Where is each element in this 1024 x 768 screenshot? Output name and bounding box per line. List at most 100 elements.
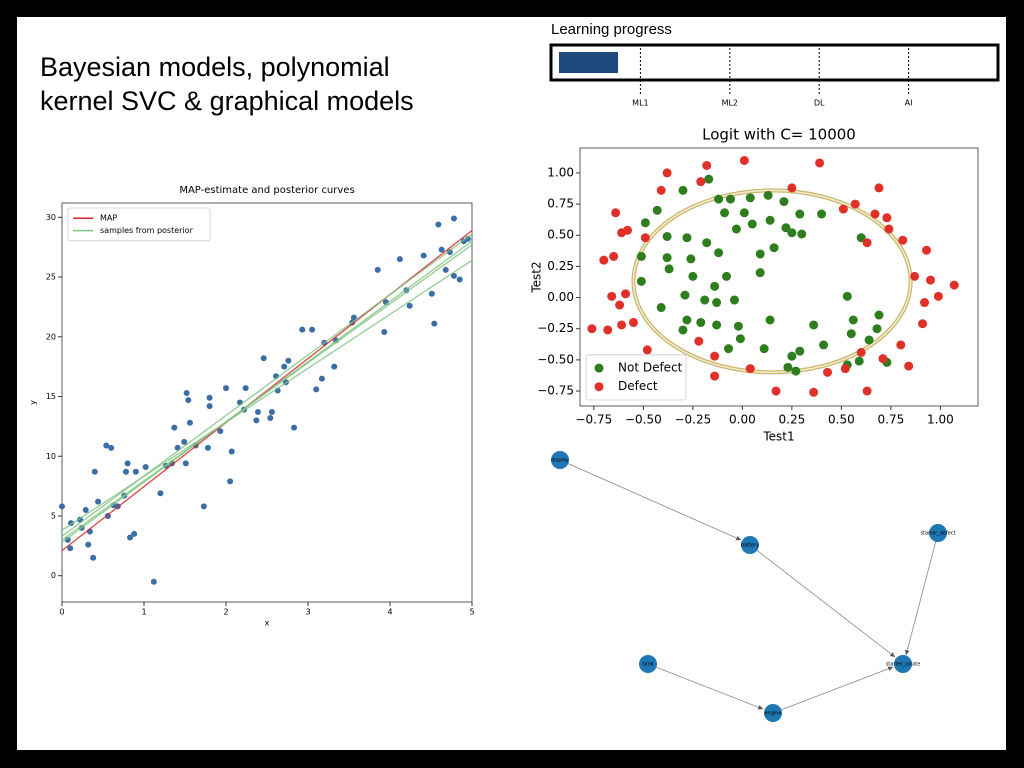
legend-label: MAP	[100, 214, 117, 223]
x-tick-label: −0.25	[674, 413, 711, 427]
y-tick-label: 0.50	[547, 228, 574, 242]
x-tick-label: 0	[59, 608, 64, 617]
point	[840, 364, 850, 374]
node-label: display	[551, 458, 569, 464]
point	[104, 512, 111, 519]
point	[446, 248, 453, 255]
chart-title: MAP-estimate and posterior curves	[179, 185, 354, 196]
y-axis-label: Test2	[529, 261, 543, 293]
point	[771, 386, 781, 396]
point	[662, 253, 672, 263]
x-axis-label: Test1	[762, 430, 794, 444]
point	[682, 233, 692, 243]
y-tick-label: 20	[46, 332, 56, 341]
point	[227, 478, 234, 485]
point	[204, 444, 211, 451]
point	[662, 168, 672, 178]
point	[864, 335, 874, 345]
point	[720, 208, 730, 218]
progress-fill	[559, 52, 619, 73]
point	[200, 503, 207, 510]
point	[127, 534, 134, 541]
point	[682, 315, 692, 325]
point	[722, 271, 732, 281]
point	[656, 303, 666, 313]
point	[823, 367, 833, 377]
y-tick-label: 25	[46, 273, 56, 282]
node-label: battery	[741, 543, 759, 549]
point	[267, 415, 274, 422]
point	[331, 363, 338, 370]
point	[603, 325, 613, 335]
point	[181, 438, 188, 445]
point	[587, 324, 597, 334]
point	[874, 183, 884, 193]
point	[171, 424, 178, 431]
point	[678, 325, 688, 335]
point	[396, 256, 403, 263]
point	[710, 281, 720, 291]
point	[747, 219, 757, 229]
point	[710, 351, 720, 361]
point	[755, 249, 765, 259]
edge	[749, 544, 896, 658]
point	[611, 208, 621, 218]
point	[819, 340, 829, 350]
point	[108, 444, 115, 451]
legend-swatch	[594, 363, 604, 373]
point	[186, 419, 193, 426]
point	[621, 289, 631, 299]
point	[787, 228, 797, 238]
point	[846, 329, 856, 339]
point	[694, 336, 704, 346]
x-tick-label: 0.50	[828, 413, 855, 427]
progress-frame	[549, 43, 1000, 82]
line	[61, 259, 473, 531]
point	[872, 324, 882, 334]
point	[103, 442, 110, 449]
x-tick-label: 1	[141, 608, 146, 617]
point	[662, 231, 672, 241]
chart-title: Logit with C= 10000	[702, 126, 856, 144]
y-tick-label: −0.25	[537, 321, 574, 335]
point	[438, 246, 445, 253]
milestone-label: DL	[814, 99, 825, 108]
point	[609, 251, 619, 261]
node	[551, 451, 569, 469]
point	[763, 190, 773, 200]
point	[90, 554, 97, 561]
x-axis-label: x	[265, 618, 270, 627]
point	[680, 290, 690, 300]
point	[791, 366, 801, 376]
point	[795, 346, 805, 356]
point	[150, 578, 157, 585]
point	[714, 194, 724, 204]
point	[131, 530, 138, 537]
point	[350, 314, 357, 321]
point	[933, 291, 943, 301]
point	[185, 397, 192, 404]
point	[714, 248, 724, 258]
point	[878, 354, 888, 364]
point	[725, 194, 735, 204]
point	[710, 371, 720, 381]
point	[896, 340, 906, 350]
y-tick-label: 0	[51, 571, 56, 580]
node-label: starter_rotate	[886, 662, 920, 668]
point	[856, 233, 866, 243]
point	[640, 233, 650, 243]
point	[420, 252, 427, 259]
point	[739, 155, 749, 165]
point	[664, 264, 674, 274]
point	[142, 464, 149, 471]
point	[712, 298, 722, 308]
point	[122, 468, 129, 475]
point	[910, 271, 920, 281]
point	[642, 345, 652, 355]
milestone-label: ML2	[722, 99, 738, 108]
y-tick-label: 0.00	[547, 290, 574, 304]
point	[739, 208, 749, 218]
